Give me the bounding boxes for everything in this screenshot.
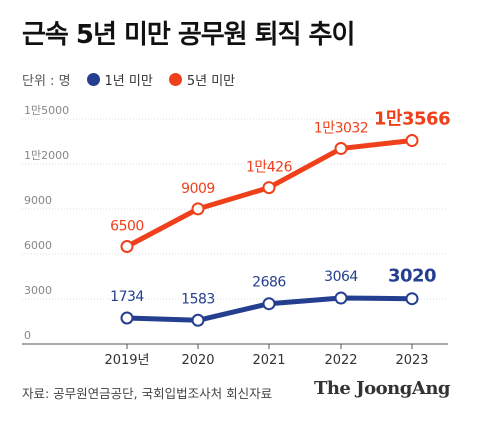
data-point xyxy=(191,313,205,327)
data-label: 6500 xyxy=(110,219,144,235)
data-label: 1만3032 xyxy=(314,121,368,137)
data-label: 1만3566 xyxy=(374,109,450,130)
legend: 단위 : 명 1년 미만 5년 미만 xyxy=(22,70,235,89)
data-point xyxy=(334,291,348,305)
data-label: 2686 xyxy=(252,275,286,291)
source-note: 자료: 공무원연금공단, 국회입법조사처 회신자료 xyxy=(22,386,273,401)
data-point xyxy=(120,240,134,253)
data-point xyxy=(120,311,134,325)
legend-item-series2: 5년 미만 xyxy=(168,70,236,89)
legend-label-series2: 5년 미만 xyxy=(186,74,236,89)
x-tick-label: 2022 xyxy=(324,353,357,368)
y-tick-label: 9000 xyxy=(24,194,52,207)
data-label: 9009 xyxy=(181,181,215,197)
x-tick-label: 2021 xyxy=(252,353,285,368)
data-label: 3064 xyxy=(324,269,358,285)
legend-swatch-series1 xyxy=(86,73,100,86)
y-tick-label: 6000 xyxy=(24,239,52,252)
y-tick-label: 3000 xyxy=(24,284,52,297)
x-tick-label: 2020 xyxy=(181,353,214,368)
data-point xyxy=(262,181,276,195)
data-label: 3020 xyxy=(388,266,436,287)
x-tick-label: 2023 xyxy=(395,353,428,368)
y-tick-label: 1만5000 xyxy=(24,104,69,117)
data-point xyxy=(405,292,419,306)
data-point xyxy=(191,202,205,216)
unit-label: 단위 : 명 xyxy=(22,74,71,89)
legend-label-series1: 1년 미만 xyxy=(104,74,153,89)
legend-swatch-series2 xyxy=(168,73,182,86)
data-point xyxy=(334,142,348,156)
data-point xyxy=(262,297,276,311)
legend-item-series1: 1년 미만 xyxy=(86,70,153,89)
y-tick-label: 1만2000 xyxy=(24,149,69,162)
data-label: 1만426 xyxy=(246,160,293,176)
chart-title: 근속 5년 미만 공무원 퇴직 추이 xyxy=(22,20,355,50)
y-tick-label: 0 xyxy=(24,329,31,342)
brand-logo: The JoongAng xyxy=(313,378,451,399)
data-point xyxy=(405,134,419,148)
data-label: 1583 xyxy=(181,291,215,307)
data-label: 1734 xyxy=(110,289,144,305)
x-tick-label: 2019년 xyxy=(104,353,149,368)
